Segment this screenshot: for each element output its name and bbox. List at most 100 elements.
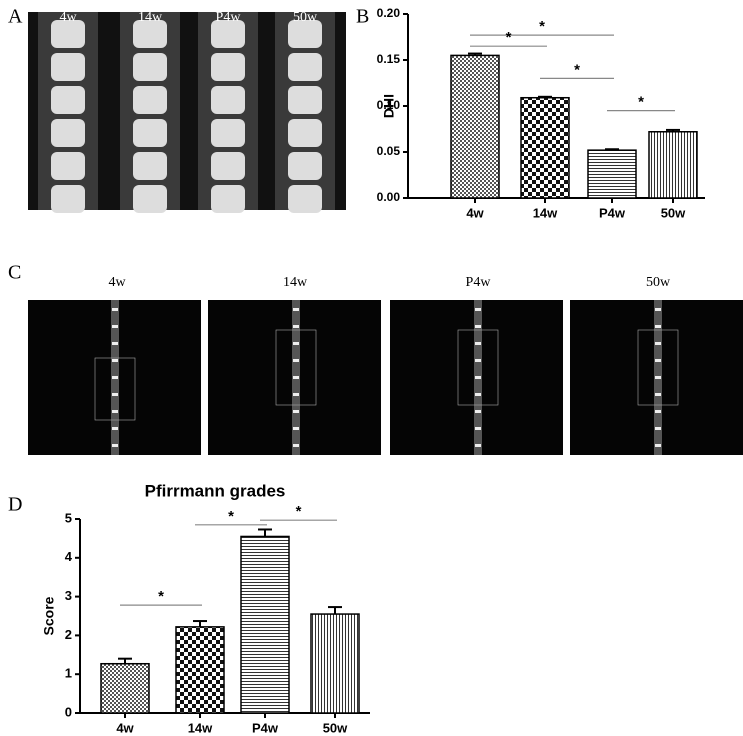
significance-label: * <box>158 588 164 605</box>
vertebra <box>51 20 85 48</box>
significance-label: * <box>539 18 545 35</box>
mri-disc <box>112 325 118 328</box>
mri-disc <box>293 308 299 311</box>
y-tick-label: 0.00 <box>377 190 401 204</box>
y-tick-label: 5 <box>65 510 72 525</box>
x-tick-label: 4w <box>466 205 484 220</box>
mri-disc <box>112 427 118 430</box>
mri-disc <box>475 359 481 362</box>
vertebra <box>211 20 245 48</box>
roi-box <box>637 329 679 406</box>
vertebra <box>211 119 245 147</box>
mri-label: 14w <box>283 275 308 290</box>
mri-disc <box>475 308 481 311</box>
mri-disc <box>293 342 299 345</box>
vertebra <box>51 185 85 213</box>
vertebra <box>288 185 322 213</box>
xray-label: 14w <box>138 10 163 25</box>
mri-disc <box>475 444 481 447</box>
mri-disc <box>112 376 118 379</box>
significance-label: * <box>638 94 644 111</box>
vertebra <box>288 20 322 48</box>
panel-label: C <box>8 262 21 284</box>
x-tick-label: 4w <box>116 720 134 735</box>
mri-disc <box>293 444 299 447</box>
significance-label: * <box>574 61 580 78</box>
mri-disc <box>655 393 661 396</box>
y-axis-label: DHI <box>381 94 397 118</box>
xray-label: 4w <box>59 10 77 25</box>
mri-label: P4w <box>466 275 492 290</box>
panel-label: B <box>356 6 369 28</box>
significance-label: * <box>506 29 512 46</box>
vertebra <box>288 152 322 180</box>
bar <box>100 662 150 714</box>
y-tick-label: 0.15 <box>377 52 401 66</box>
vertebra <box>133 20 167 48</box>
mri-disc <box>293 325 299 328</box>
x-tick-label: P4w <box>252 720 279 735</box>
mri-disc <box>475 410 481 413</box>
mri-disc <box>293 393 299 396</box>
mri-disc <box>655 376 661 379</box>
x-tick-label: 14w <box>188 720 213 735</box>
mri-disc <box>293 359 299 362</box>
mri-disc <box>475 427 481 430</box>
bar <box>450 54 500 199</box>
bar <box>520 96 570 199</box>
mri-disc <box>112 359 118 362</box>
mri-disc <box>655 444 661 447</box>
vertebra <box>133 152 167 180</box>
roi-box <box>94 357 136 421</box>
x-tick-label: 14w <box>533 205 558 220</box>
mri-disc <box>655 342 661 345</box>
bar <box>175 626 225 714</box>
y-tick-label: 0 <box>65 704 72 719</box>
mri-disc <box>475 342 481 345</box>
vertebra <box>51 152 85 180</box>
mri-disc <box>112 444 118 447</box>
significance-label: * <box>228 508 234 525</box>
x-tick-label: 50w <box>323 720 348 735</box>
vertebra <box>211 86 245 114</box>
mri-disc <box>112 410 118 413</box>
vertebra <box>51 86 85 114</box>
roi-box <box>457 329 499 406</box>
vertebra <box>211 152 245 180</box>
mri-disc <box>655 427 661 430</box>
mri-disc <box>112 393 118 396</box>
xray-images <box>28 12 346 213</box>
panel-label: D <box>8 494 22 516</box>
significance-label: * <box>296 503 302 520</box>
x-tick-label: 50w <box>661 205 686 220</box>
vertebra <box>288 119 322 147</box>
vertebra <box>288 53 322 81</box>
y-tick-label: 0.10 <box>377 98 401 112</box>
mri-disc <box>112 308 118 311</box>
mri-disc <box>655 325 661 328</box>
panel-label: A <box>8 6 23 28</box>
mri-images <box>28 300 743 455</box>
chart-title: Pfirrmann grades <box>145 481 286 500</box>
y-tick-label: 0.05 <box>377 144 401 158</box>
mri-disc <box>475 325 481 328</box>
vertebra <box>133 119 167 147</box>
x-tick-label: P4w <box>599 205 626 220</box>
vertebra <box>133 185 167 213</box>
vertebra <box>51 119 85 147</box>
y-tick-label: 3 <box>65 588 72 603</box>
bar <box>587 149 637 199</box>
mri-disc <box>293 427 299 430</box>
y-tick-label: 0.20 <box>377 6 401 20</box>
vertebra <box>133 53 167 81</box>
vertebra <box>51 53 85 81</box>
mri-disc <box>655 308 661 311</box>
vertebra <box>211 185 245 213</box>
mri-disc <box>475 376 481 379</box>
mri-disc <box>112 342 118 345</box>
vertebra <box>211 53 245 81</box>
y-tick-label: 2 <box>65 627 72 642</box>
roi-box <box>275 329 317 406</box>
mri-disc <box>655 359 661 362</box>
